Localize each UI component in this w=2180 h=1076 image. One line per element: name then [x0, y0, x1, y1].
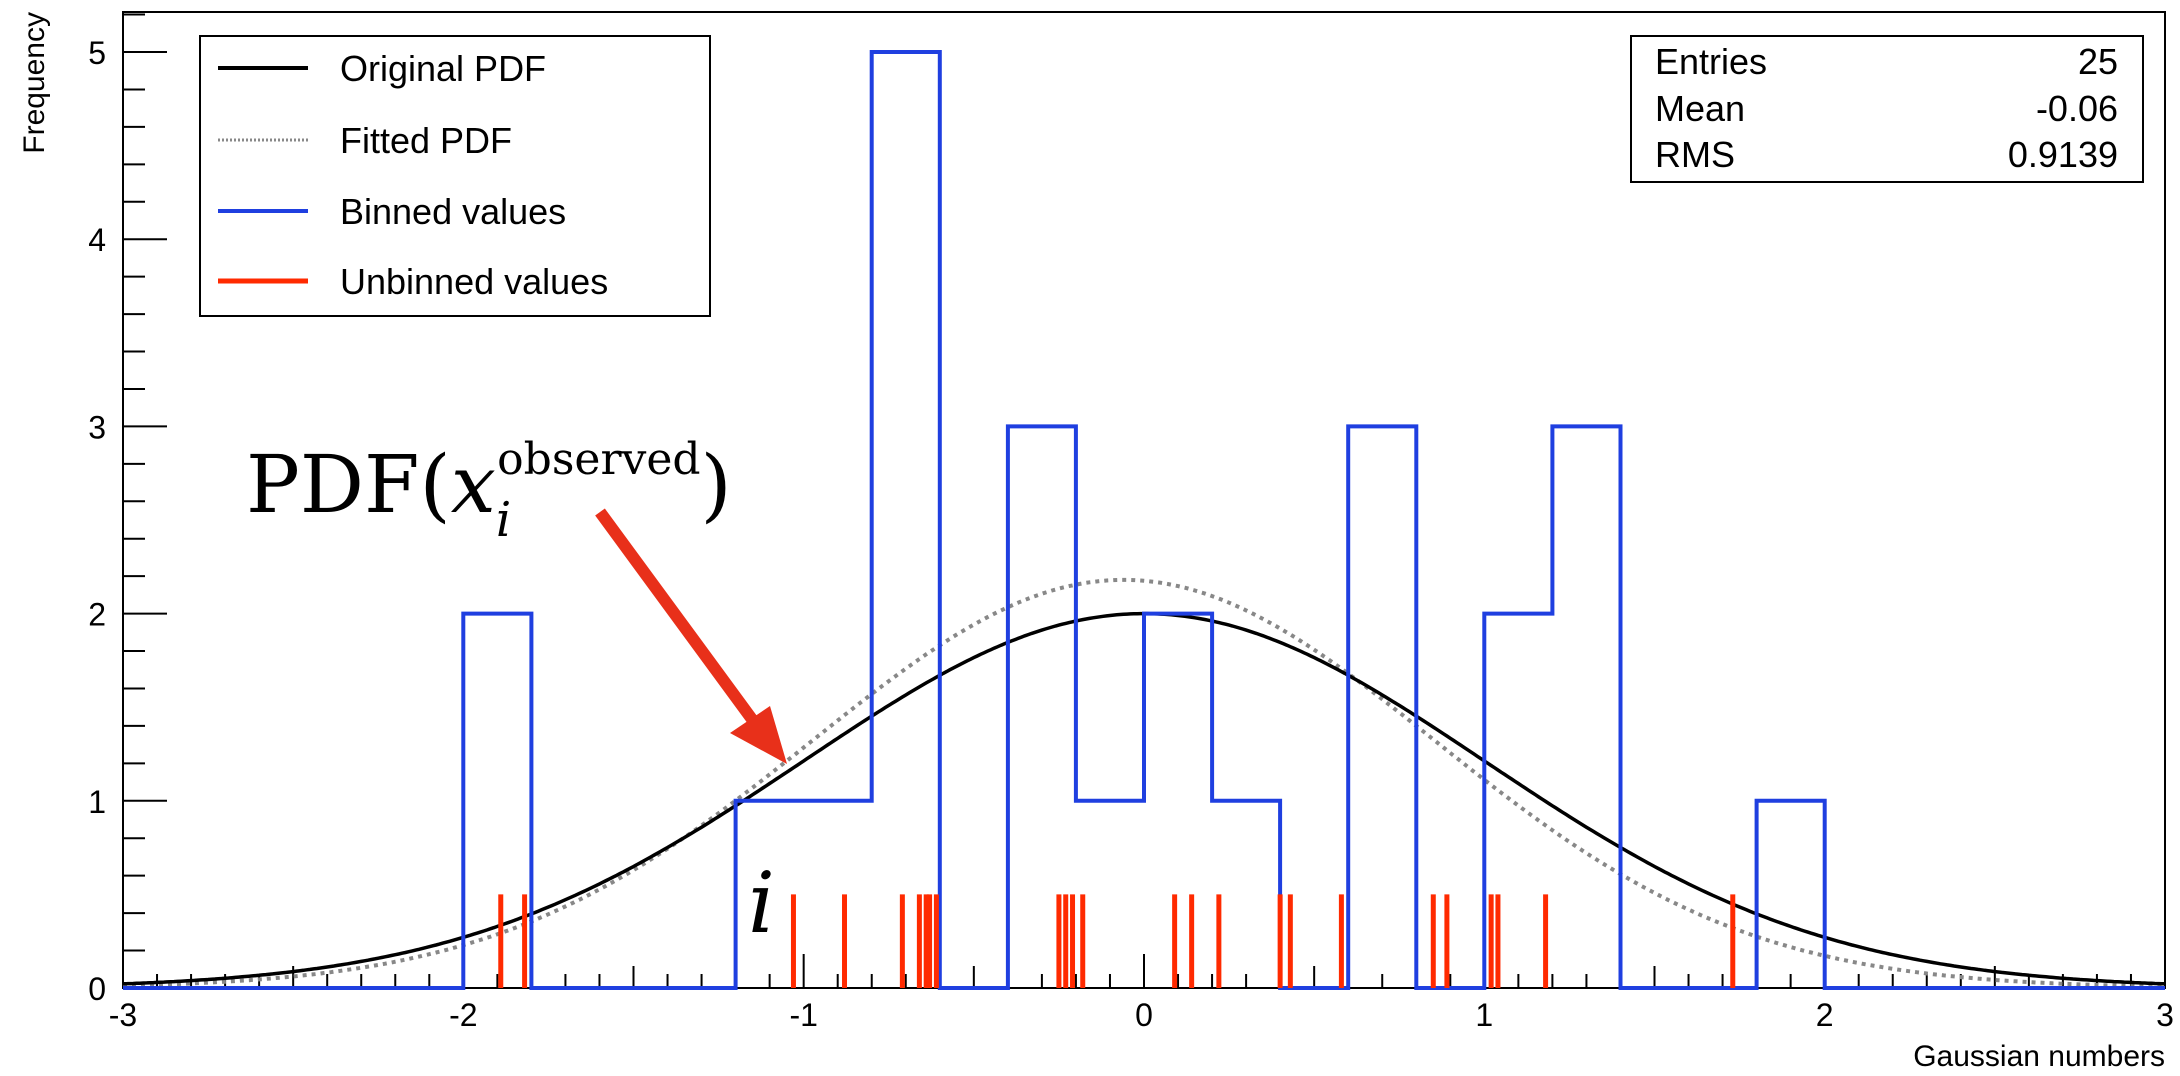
- x-tick-label: 3: [2156, 997, 2174, 1033]
- histogram-bin: [1212, 801, 1280, 988]
- stats-label-mean: Mean: [1655, 88, 1745, 129]
- x-tick-label: 2: [1816, 997, 1834, 1033]
- histogram-bin: [804, 801, 872, 988]
- stats-label-rms: RMS: [1655, 134, 1735, 175]
- legend-label-unbinned-values: Unbinned values: [340, 261, 608, 302]
- annotation-close-paren: ): [701, 438, 732, 531]
- y-tick-label: 2: [88, 597, 106, 633]
- histogram-bin: [1348, 426, 1416, 988]
- annotation-superscript-observed: observed: [497, 434, 700, 485]
- legend-label-binned-values: Binned values: [340, 191, 566, 232]
- histogram-bin: [1144, 614, 1212, 988]
- stats-box-frame: [1630, 35, 2144, 183]
- histogram-bin: [463, 614, 531, 988]
- annotation-index-i: i: [748, 854, 775, 952]
- legend-box: [199, 35, 711, 317]
- histogram-bin: [872, 52, 940, 988]
- unbinned-rug: [498, 894, 1736, 988]
- annotation-subscript-i: i: [496, 492, 511, 548]
- pdf-annotation: PDF(xiobserved) i: [246, 434, 787, 952]
- y-tick-label: 4: [88, 222, 106, 258]
- x-tick-label: -3: [109, 997, 137, 1033]
- histogram-bin: [1552, 426, 1620, 988]
- legend-label-original-pdf: Original PDF: [340, 48, 546, 89]
- histogram-bin: [1757, 801, 1825, 988]
- x-axis-label: Gaussian numbers: [1913, 1040, 2165, 1073]
- x-tick-label: 1: [1475, 997, 1493, 1033]
- y-axis-label: Frequency: [18, 12, 51, 154]
- stats-value-entries: 25: [2078, 41, 2118, 82]
- legend: Original PDF Fitted PDF Binned values Un…: [199, 35, 711, 317]
- stats-value-mean: -0.06: [2036, 88, 2118, 129]
- stats-label-entries: Entries: [1655, 41, 1767, 82]
- stats-box: Entries 25 Mean -0.06 RMS 0.9139: [1630, 35, 2144, 183]
- y-tick-label: 0: [88, 971, 106, 1007]
- x-tick-label: -2: [449, 997, 477, 1033]
- x-tick-label: -1: [789, 997, 817, 1033]
- binned-histogram-outline: [123, 50, 2165, 990]
- y-tick-label: 3: [88, 409, 106, 445]
- stats-value-rms: 0.9139: [2008, 134, 2118, 175]
- histogram-bin: [1076, 801, 1144, 988]
- y-tick-label: 1: [88, 784, 106, 820]
- y-tick-label: 5: [88, 35, 106, 71]
- annotation-x-variable: x: [451, 438, 496, 531]
- annotation-arrow-shaft: [595, 508, 759, 726]
- annotation-arrow-head: [730, 706, 787, 764]
- annotation-pdf-text: PDF(: [246, 438, 451, 531]
- histogram-bars: [123, 50, 2165, 990]
- x-tick-label: 0: [1135, 997, 1153, 1033]
- svg-text:PDF(xiobserved): PDF(xi observed): [246, 434, 732, 548]
- legend-label-fitted-pdf: Fitted PDF: [340, 120, 512, 161]
- axis-tick-labels: 0 1 2 3 4 5 -3 -2 -1 0 1 2 3: [88, 35, 2174, 1033]
